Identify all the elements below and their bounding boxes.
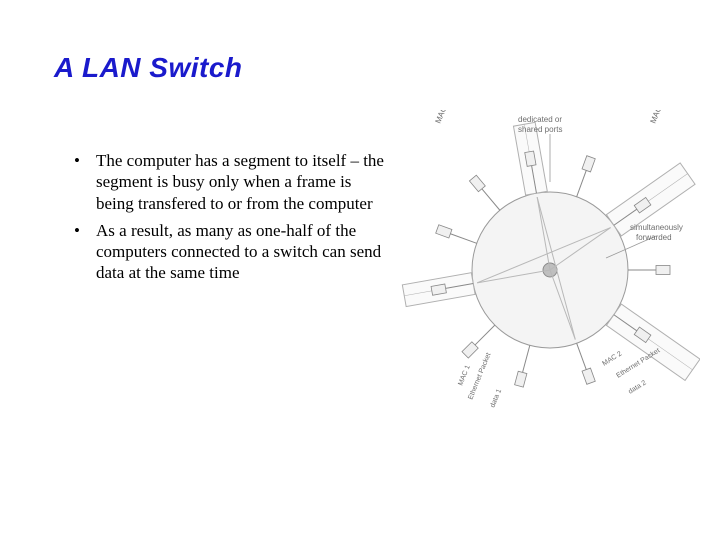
diagram-label: forwarded xyxy=(636,233,672,242)
page-title: A LAN Switch xyxy=(54,52,243,84)
diagram-label: shared ports xyxy=(518,125,562,134)
diagram-label: Ethernet Packet xyxy=(467,352,492,401)
bullet-list: The computer has a segment to itself – t… xyxy=(70,150,390,290)
slide: A LAN Switch The computer has a segment … xyxy=(0,0,720,540)
bullet-item: As a result, as many as one-half of the … xyxy=(70,220,390,284)
bullet-item: The computer has a segment to itself – t… xyxy=(70,150,390,214)
diagram-label: MAC 1 xyxy=(434,110,452,125)
diagram-label: MAC 2 xyxy=(601,350,623,367)
diagram-label: data 1 xyxy=(489,388,503,409)
diagram-label: simultaneously xyxy=(630,223,683,232)
diagram-label: data 2 xyxy=(627,379,647,395)
diagram-label: Ethernet Packet xyxy=(615,347,661,379)
diagram-label: dedicated or xyxy=(518,115,562,124)
diagram-label: MAC 1 xyxy=(457,364,472,387)
switch-diagram: MAC 1 dedicated orshared ports MAC 2 simult… xyxy=(400,110,700,410)
diagram-label: MAC 2 xyxy=(649,110,667,125)
